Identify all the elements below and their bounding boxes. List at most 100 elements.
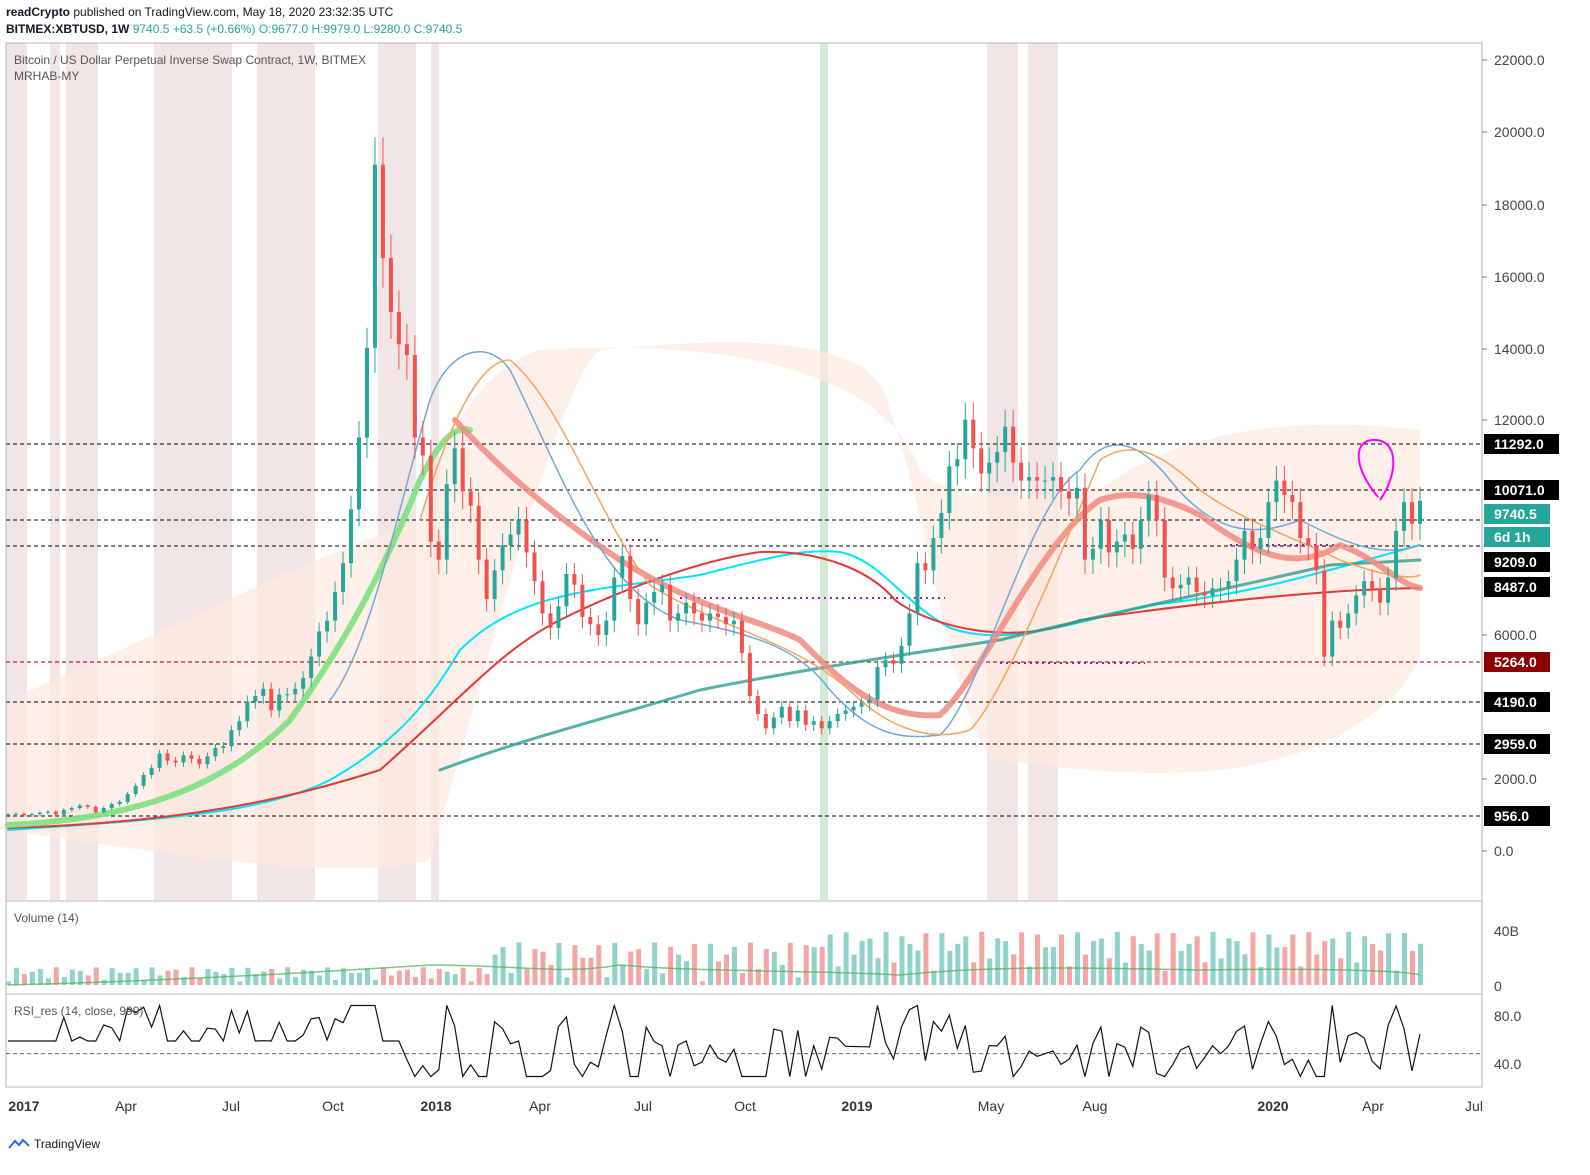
volume-bar [285, 967, 291, 985]
volume-bar [189, 967, 195, 985]
candle-body [1043, 480, 1048, 482]
volume-bar [1370, 944, 1376, 985]
candle-body [77, 805, 82, 809]
volume-bar [277, 978, 283, 985]
candle-body [197, 758, 202, 765]
candle-body [444, 484, 449, 560]
volume-bar [771, 951, 777, 985]
candle-body [1051, 477, 1056, 481]
volume-bar [173, 969, 179, 985]
volume-bar [1027, 966, 1033, 985]
candle-body [1274, 480, 1279, 503]
volume-bar [1234, 941, 1240, 985]
candle-body [221, 746, 226, 749]
publish-line: readCrypto published on TradingView.com,… [6, 5, 393, 19]
pane-frames [5, 42, 1483, 1088]
price-labels: 11292.0 10071.0 9740.5 6d 1h 9209.0 8487.0 526… [1484, 434, 1559, 826]
volume-bar [1306, 932, 1312, 985]
candle-body [1242, 530, 1247, 560]
volume-bar [795, 977, 801, 985]
volume-bar [372, 979, 378, 985]
candle-body [1370, 581, 1375, 589]
rsi-tick-label: 40.0 [1494, 1056, 1521, 1072]
volume-bar [349, 972, 355, 985]
candle-body [867, 699, 872, 704]
candle-body [580, 584, 585, 618]
volume-bar [460, 967, 466, 985]
volume-bar [325, 967, 331, 985]
candle-body [253, 696, 258, 702]
volume-bar [1402, 933, 1408, 985]
y-tick-label: 0.0 [1494, 843, 1514, 859]
price-label: 8487.0 [1494, 579, 1537, 595]
candle-body [165, 753, 170, 761]
volume-bar [245, 967, 251, 985]
volume-bar [580, 957, 586, 985]
candle-body [213, 748, 218, 757]
volume-title: Volume (14) [14, 911, 79, 925]
candle-body [516, 520, 521, 535]
volume-bar [1194, 936, 1200, 985]
candle-body [1090, 548, 1095, 560]
candle-body [652, 591, 657, 603]
candle-body [492, 570, 497, 600]
volume-bar [309, 970, 315, 985]
price-label-bg [1484, 504, 1550, 524]
candle-body [1066, 491, 1071, 499]
volume-bar [436, 968, 442, 985]
candle-body [1402, 502, 1407, 531]
volume-bar [45, 978, 51, 985]
volume-bar [452, 974, 458, 985]
volume-bar [1410, 950, 1416, 985]
price-axis: 22000.0 20000.0 18000.0 16000.0 14000.0 12000… [1482, 52, 1545, 859]
volume-bar [357, 972, 363, 985]
candle-body [628, 556, 633, 600]
candle-body [245, 701, 250, 722]
volume-bar [628, 951, 634, 985]
volume-tick-label: 40B [1494, 923, 1519, 939]
candle-body [556, 606, 561, 628]
candle-body [907, 613, 912, 646]
candle-body [1394, 530, 1399, 578]
candle-body [1162, 520, 1167, 578]
rsi-tick-label: 80.0 [1494, 1008, 1521, 1024]
y-tick-label: 18000.0 [1494, 197, 1545, 213]
price-label-bg [1484, 480, 1559, 500]
volume-bar [253, 974, 259, 985]
volume-bar [1043, 947, 1049, 985]
volume-bar [1146, 950, 1152, 985]
volume-bar [524, 969, 530, 985]
candle-body [141, 775, 146, 786]
candle-body [133, 785, 138, 795]
volume-bar [1162, 970, 1168, 985]
volume-bar [684, 961, 690, 985]
candle-body [915, 563, 920, 614]
volume-bar [484, 974, 490, 985]
volume-bar [548, 964, 554, 985]
candle-body [811, 721, 816, 725]
volume-bar [1130, 936, 1136, 985]
candle-body [684, 602, 689, 614]
volume-bar [811, 947, 817, 985]
y-tick-label: 2000.0 [1494, 771, 1537, 787]
volume-ma [7, 964, 1421, 986]
candle-body [668, 584, 673, 621]
candle-body [1386, 577, 1391, 603]
candle-body [364, 347, 369, 438]
candle-body [979, 448, 984, 474]
volume-tick-label: 0 [1494, 978, 1502, 994]
volume-bar [835, 966, 841, 985]
candle-body [771, 717, 776, 729]
candle-body [53, 811, 58, 815]
volume-bar [1202, 962, 1208, 985]
volume-bar [1051, 947, 1057, 985]
candle-body [388, 258, 393, 312]
volume-bar [1354, 962, 1360, 985]
volume-bar [333, 979, 339, 985]
candle-body [971, 419, 976, 449]
volume-bar [1082, 954, 1088, 985]
footer-brand: TradingView [8, 1137, 100, 1151]
volume-bar [995, 938, 1001, 985]
candle-body [85, 805, 90, 807]
